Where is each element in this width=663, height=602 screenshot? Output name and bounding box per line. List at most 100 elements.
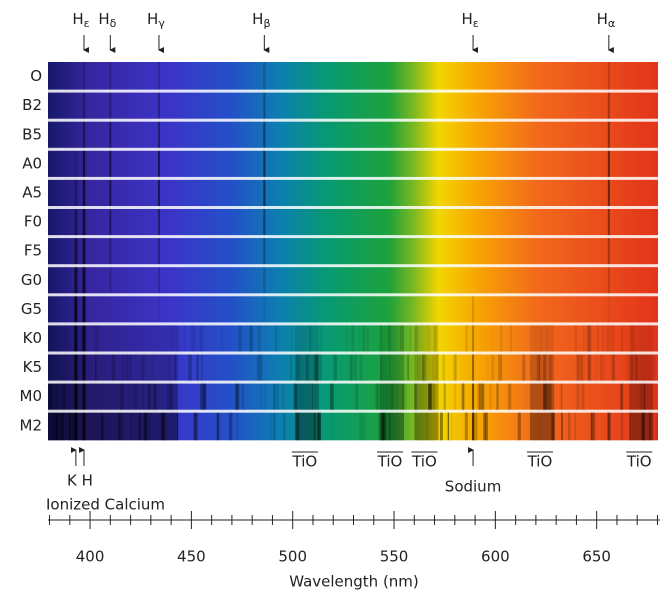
- absorption-line: [620, 382, 624, 412]
- absorption-line: [625, 324, 627, 353]
- absorption-line: [362, 323, 364, 353]
- row-separator: [48, 322, 658, 326]
- absorption-line: [472, 353, 475, 383]
- absorption-line: [238, 323, 243, 353]
- absorption-line: [540, 323, 542, 353]
- class-label: A5: [22, 183, 42, 201]
- absorption-line: [607, 294, 610, 324]
- tio-band: [529, 382, 554, 412]
- absorption-line: [157, 120, 160, 150]
- row-separator: [48, 206, 658, 209]
- absorption-line: [590, 411, 592, 441]
- absorption-line: [82, 207, 86, 237]
- absorption-line: [193, 411, 198, 441]
- absorption-line: [422, 353, 427, 383]
- tio-band: [294, 323, 319, 353]
- absorption-line: [122, 353, 125, 383]
- absorption-line: [82, 382, 86, 412]
- absorption-line: [543, 353, 547, 383]
- absorption-line: [655, 382, 656, 411]
- absorption-line: [543, 382, 547, 412]
- absorption-line: [382, 411, 386, 441]
- absorption-line: [447, 411, 449, 441]
- absorption-line: [263, 236, 266, 266]
- x-tick-label: 600: [481, 548, 510, 566]
- absorption-line: [620, 411, 624, 441]
- absorption-line: [169, 382, 173, 412]
- absorption-line: [74, 353, 78, 383]
- absorption-line: [576, 382, 580, 412]
- absorption-line: [387, 323, 392, 353]
- absorption-line: [578, 353, 583, 383]
- absorption-line: [379, 323, 383, 353]
- absorption-line: [263, 207, 266, 237]
- absorption-line: [283, 411, 286, 441]
- absorption-line: [168, 353, 171, 383]
- absorption-line: [522, 353, 526, 383]
- absorption-line: [79, 323, 84, 353]
- absorption-line: [464, 411, 468, 441]
- row-separator: [48, 380, 658, 384]
- absorption-line: [157, 236, 160, 266]
- absorption-line: [148, 411, 152, 441]
- spectrum-row: [48, 178, 658, 208]
- dimming: [48, 353, 178, 383]
- absorption-line: [318, 353, 322, 383]
- class-label: B5: [22, 125, 42, 143]
- absorption-line: [82, 178, 86, 208]
- dimming: [48, 382, 178, 412]
- absorption-line: [61, 382, 66, 412]
- absorption-line: [487, 353, 488, 382]
- absorption-line: [484, 411, 489, 441]
- absorption-line: [560, 382, 563, 412]
- absorption-line: [472, 294, 475, 324]
- absorption-line: [240, 353, 241, 382]
- tio-band: [379, 353, 404, 383]
- absorption-line: [500, 323, 503, 353]
- absorption-line: [190, 323, 194, 353]
- absorption-line: [152, 353, 154, 383]
- tio-band: [414, 382, 439, 412]
- absorption-line: [157, 149, 160, 179]
- absorption-line: [475, 411, 478, 441]
- absorption-line: [583, 353, 585, 383]
- x-tick-label: 650: [582, 548, 611, 566]
- absorption-line: [82, 411, 86, 441]
- absorption-line: [351, 323, 355, 353]
- absorption-line: [68, 411, 72, 441]
- absorption-line: [606, 323, 611, 353]
- absorption-line: [74, 236, 78, 266]
- absorption-line: [630, 353, 634, 383]
- absorption-line: [381, 411, 384, 441]
- class-label: G0: [21, 271, 42, 289]
- absorption-line: [74, 411, 78, 441]
- absorption-line: [332, 411, 334, 441]
- tio-band: [629, 323, 654, 353]
- absorption-line: [199, 382, 204, 412]
- absorption-line: [134, 382, 138, 412]
- class-label: F5: [24, 242, 42, 260]
- absorption-line: [380, 353, 383, 383]
- absorption-line: [269, 411, 273, 441]
- line-label: Hε: [72, 10, 89, 31]
- absorption-line: [109, 120, 112, 150]
- class-label: M0: [20, 387, 43, 405]
- absorption-line: [157, 91, 160, 121]
- absorption-line: [282, 382, 285, 412]
- tio-band: [379, 382, 404, 412]
- spectrum-row: [48, 265, 658, 295]
- absorption-line: [257, 323, 261, 353]
- row-separator: [48, 351, 658, 355]
- absorption-line: [82, 207, 85, 237]
- absorption-line: [311, 382, 313, 412]
- absorption-line: [100, 411, 103, 441]
- tio-band: [414, 353, 439, 383]
- absorption-line: [607, 265, 610, 295]
- absorption-line: [575, 382, 580, 412]
- absorption-line: [82, 323, 86, 353]
- line-label: Hδ: [98, 10, 116, 31]
- class-label: M2: [20, 416, 43, 434]
- absorption-line: [548, 382, 552, 412]
- absorption-line: [470, 411, 473, 440]
